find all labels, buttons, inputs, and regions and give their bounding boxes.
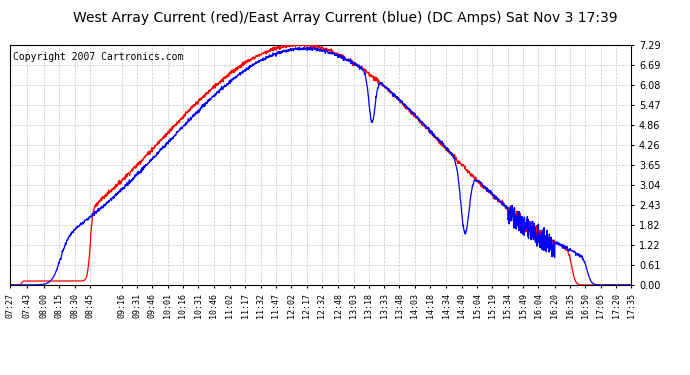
Text: West Array Current (red)/East Array Current (blue) (DC Amps) Sat Nov 3 17:39: West Array Current (red)/East Array Curr…: [72, 11, 618, 25]
Text: Copyright 2007 Cartronics.com: Copyright 2007 Cartronics.com: [14, 52, 184, 62]
